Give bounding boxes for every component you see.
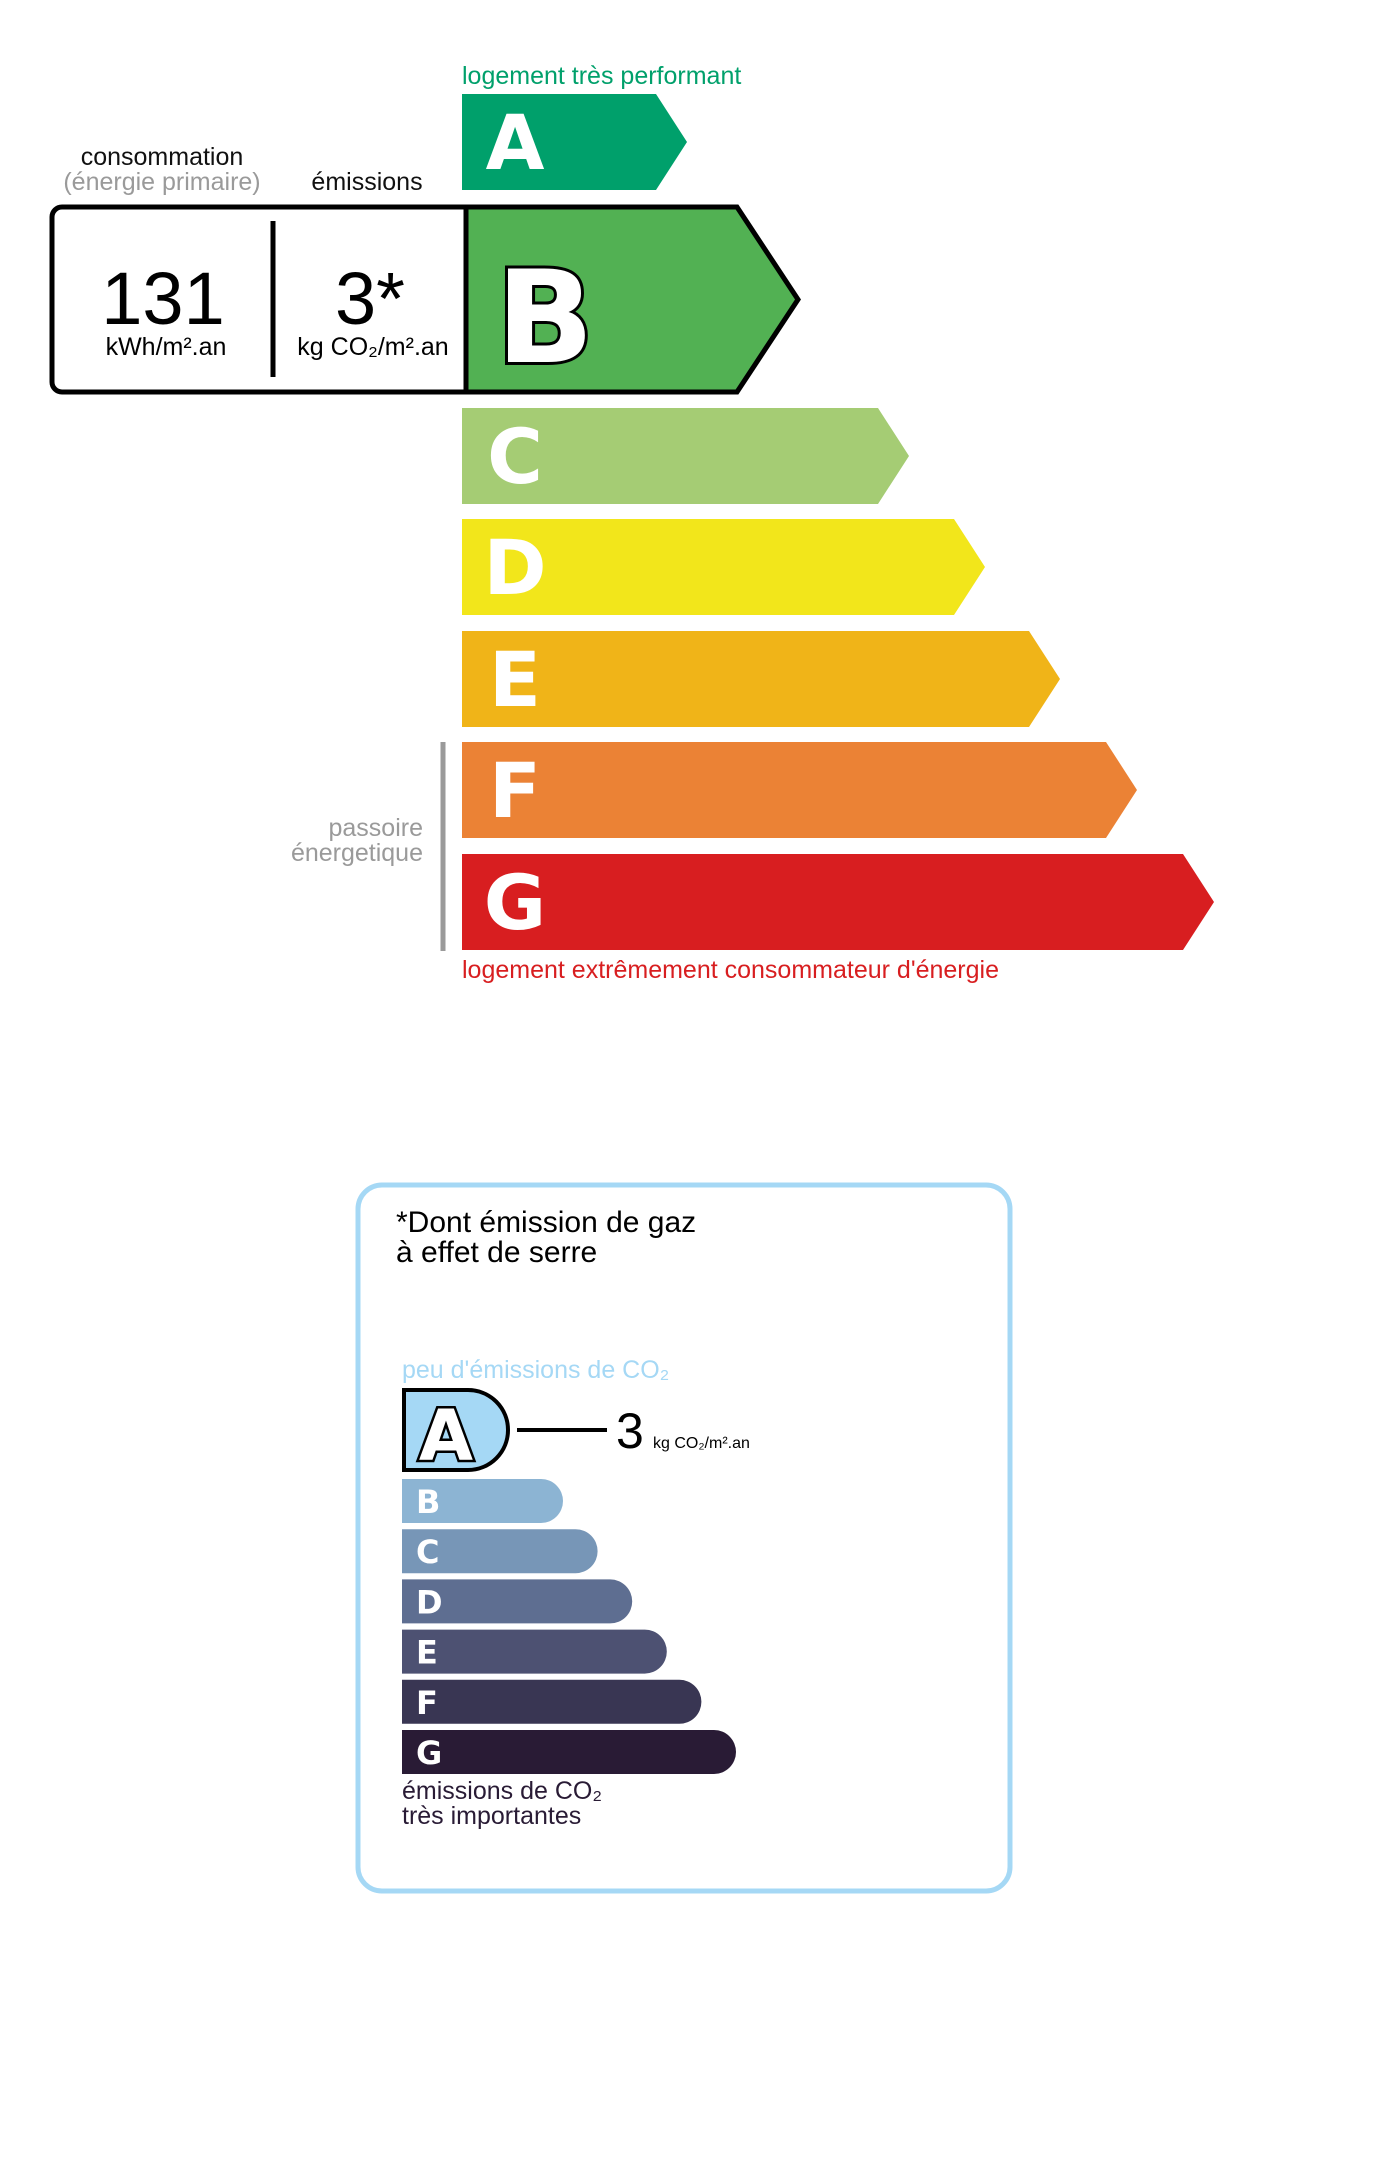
energy-bar-c (462, 408, 909, 504)
energy-bar-a (462, 94, 687, 190)
top-label: logement très performant (462, 62, 741, 90)
energy-bar-f (462, 742, 1137, 838)
ges-bar-g (402, 1730, 736, 1774)
ges-title-line1: *Dont émission de gaz (396, 1206, 696, 1239)
energy-bar-letter-c: C (487, 412, 543, 501)
passoire-label-line2: énergetique (291, 839, 423, 867)
ges-title-line2: à effet de serre (396, 1236, 597, 1269)
emissions-unit: kg CO₂/m².an (297, 333, 448, 361)
values-box (49, 204, 469, 395)
ges-bar-e (402, 1629, 667, 1674)
passoire-label-line1: passoire (329, 814, 424, 842)
ges-bar-letter-d: D (416, 1583, 443, 1621)
ges-bar-b (402, 1479, 563, 1523)
energy-bar-letter-g: G (484, 858, 546, 947)
consumption-unit: kWh/m².an (106, 333, 227, 361)
energy-bar-letter-e: E (489, 635, 541, 724)
energy-bar-letter-a: A (486, 98, 545, 187)
ges-bar-letter-b: B (416, 1483, 440, 1521)
ges-bottom-line2: très importantes (402, 1802, 581, 1830)
consumption-value: 131 (101, 257, 224, 340)
ges-bar-letter-f: F (416, 1684, 438, 1722)
emissions-label: émissions (311, 168, 422, 196)
emissions-value: 3* (335, 257, 405, 340)
bottom-label: logement extrêmement consommateur d'éner… (462, 956, 999, 984)
ges-bar-a (402, 1388, 510, 1472)
ges-bar-letter-e: E (416, 1634, 438, 1672)
energy-bar-g (462, 854, 1214, 950)
consumption-sublabel: (énergie primaire) (63, 168, 260, 196)
energy-bar-letter-f: F (489, 746, 541, 835)
ges-bar-f (402, 1679, 702, 1724)
consumption-label: consommation (81, 143, 244, 171)
ges-bar-letter-g: G (416, 1734, 442, 1772)
ges-bar-c (402, 1529, 598, 1574)
energy-bar-letter-d: D (483, 523, 546, 612)
ges-top-label: peu d'émissions de CO₂ (402, 1356, 669, 1384)
energy-bar-d (462, 519, 985, 615)
ges-bar-letter-c: C (416, 1533, 439, 1571)
ges-bottom-line1: émissions de CO₂ (402, 1777, 602, 1805)
energy-bar-letter-b: B (496, 244, 594, 393)
ges-bar-d (402, 1579, 633, 1624)
energy-bar-e (462, 631, 1060, 727)
ges-bar-letter-a: A (419, 1395, 473, 1477)
ges-unit: kg CO₂/m².an (653, 1435, 750, 1452)
ges-value: 3 (616, 1403, 644, 1459)
